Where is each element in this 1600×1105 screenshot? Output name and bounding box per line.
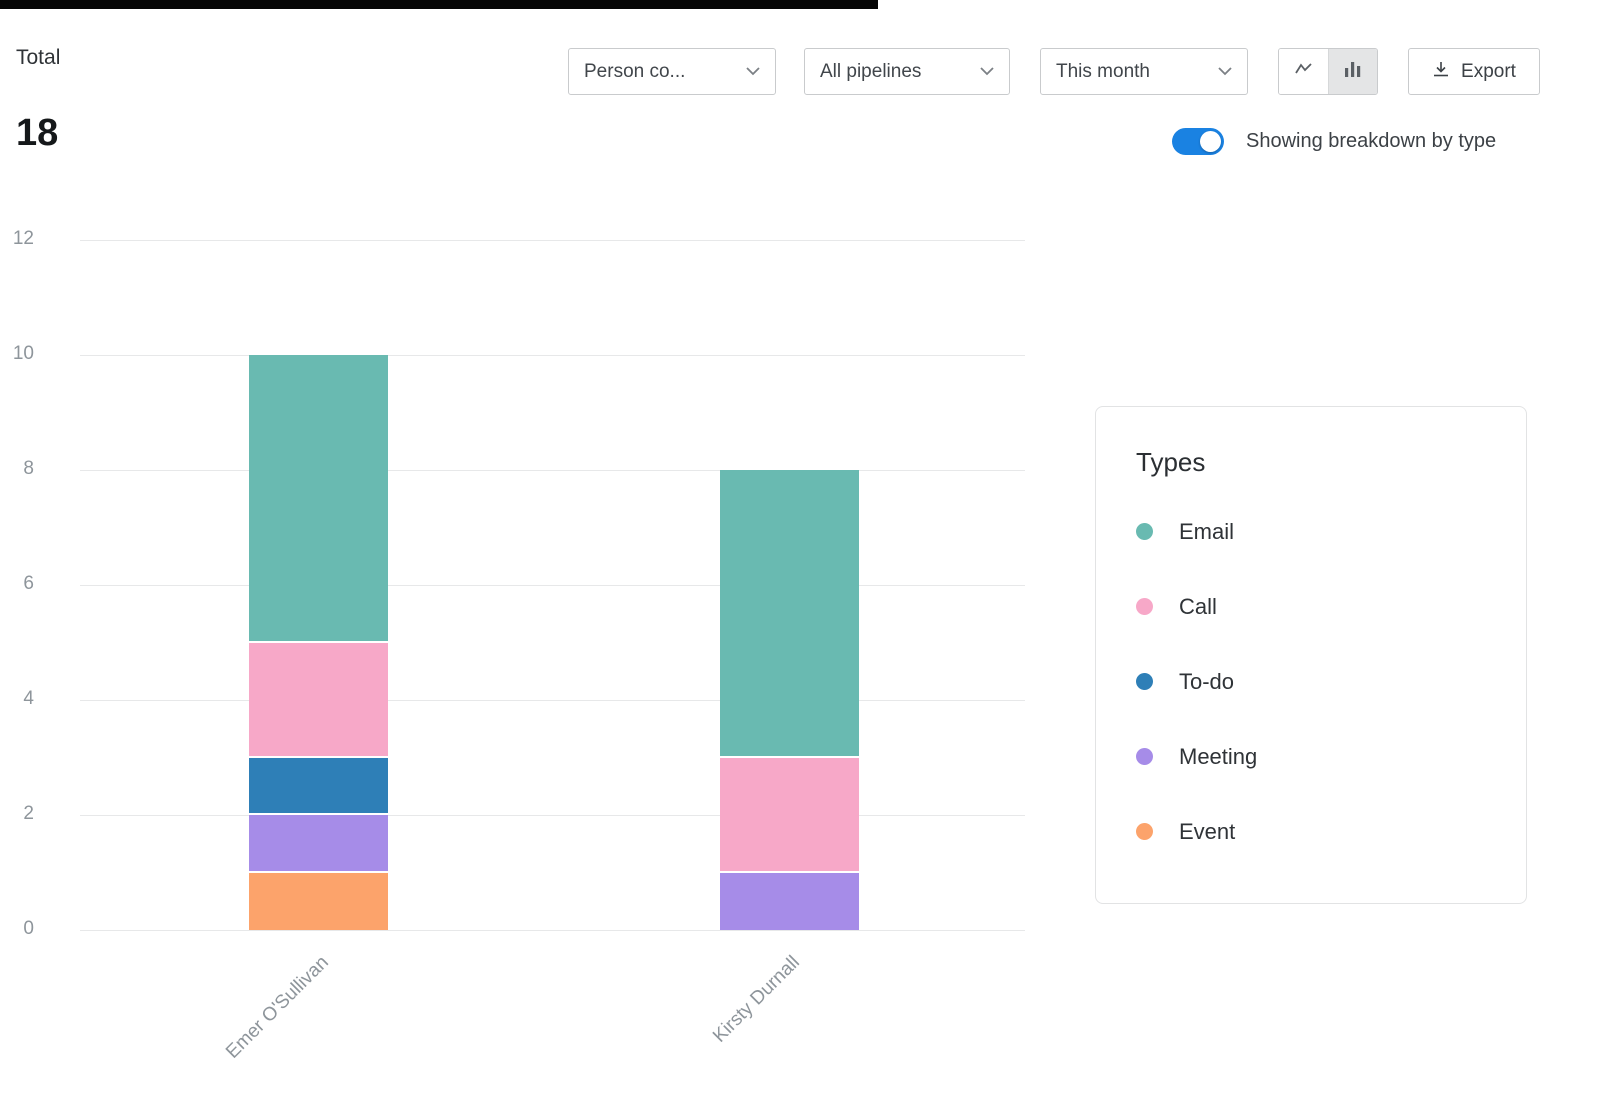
export-label: Export	[1461, 60, 1516, 82]
gridline	[80, 700, 1025, 701]
total-label: Total	[16, 46, 61, 69]
chevron-down-icon	[1218, 67, 1232, 76]
chevron-down-icon	[980, 67, 994, 76]
legend-items: Email Call To-do Meeting Event	[1136, 494, 1526, 869]
bar-segment-meeting[interactable]	[719, 872, 859, 930]
legend-dot	[1136, 598, 1153, 615]
y-tick-label: 8	[23, 458, 34, 479]
total-value: 18	[16, 112, 59, 154]
gridline	[80, 815, 1025, 816]
legend-item-meeting[interactable]: Meeting	[1136, 719, 1526, 794]
download-icon	[1432, 60, 1450, 84]
line-chart-button[interactable]	[1279, 49, 1328, 94]
time-period-dropdown-value: This month	[1056, 60, 1150, 82]
bar-segment-to-do[interactable]	[248, 757, 388, 815]
gridline	[80, 930, 1025, 931]
y-tick-label: 2	[23, 803, 34, 824]
legend-title: Types	[1136, 447, 1206, 477]
breakdown-toggle-label: Showing breakdown by type	[1246, 130, 1497, 152]
group-by-dropdown[interactable]: Person co...	[568, 48, 776, 95]
line-chart-icon	[1294, 62, 1313, 82]
gridline	[80, 470, 1025, 471]
group-by-dropdown-value: Person co...	[584, 60, 686, 82]
legend-item-to-do[interactable]: To-do	[1136, 644, 1526, 719]
gridline	[80, 355, 1025, 356]
y-tick-label: 0	[23, 918, 34, 939]
time-period-dropdown[interactable]: This month	[1040, 48, 1248, 95]
legend-dot	[1136, 673, 1153, 690]
breakdown-toggle[interactable]	[1172, 128, 1224, 155]
bar-segment-event[interactable]	[248, 872, 388, 930]
chevron-down-icon	[746, 67, 760, 76]
stacked-bar-chart: 0 2 4 6 8 10 12 Emer O'Sullivan Kirsty Durnall	[0, 200, 1045, 1105]
export-button[interactable]: Export	[1408, 48, 1540, 95]
bar-chart-button[interactable]	[1328, 49, 1377, 94]
legend-dot	[1136, 523, 1153, 540]
pipelines-dropdown[interactable]: All pipelines	[804, 48, 1010, 95]
pipelines-dropdown-value: All pipelines	[820, 60, 922, 82]
window-edge	[0, 0, 878, 9]
legend-label: Call	[1179, 593, 1217, 619]
gridline	[80, 585, 1025, 586]
y-tick-label: 10	[12, 343, 34, 364]
gridline	[80, 240, 1025, 241]
x-category-label: Emer O'Sullivan	[222, 952, 333, 1063]
bar-segment-meeting[interactable]	[248, 815, 388, 873]
legend-item-event[interactable]: Event	[1136, 794, 1526, 869]
bar-segment-call[interactable]	[719, 757, 859, 873]
legend-label: Email	[1179, 518, 1235, 544]
y-tick-label: 6	[23, 573, 34, 594]
legend-label: Meeting	[1179, 743, 1258, 769]
legend-item-email[interactable]: Email	[1136, 494, 1526, 569]
y-tick-label: 12	[12, 228, 34, 249]
chart-type-toggle	[1278, 48, 1378, 95]
legend-card: Types Email Call To-do Meeting Event	[1095, 406, 1527, 904]
bar-segment-call[interactable]	[248, 642, 388, 758]
bar-segment-email[interactable]	[248, 355, 388, 643]
toggle-knob	[1200, 131, 1221, 152]
legend-dot	[1136, 823, 1153, 840]
legend-label: To-do	[1179, 668, 1235, 694]
x-category-label: Kirsty Durnall	[709, 952, 804, 1047]
bar-segment-email[interactable]	[719, 470, 859, 758]
legend-item-call[interactable]: Call	[1136, 569, 1526, 644]
legend-label: Event	[1179, 818, 1236, 844]
bar-chart-icon	[1345, 61, 1361, 82]
y-tick-label: 4	[23, 688, 34, 709]
legend-dot	[1136, 748, 1153, 765]
